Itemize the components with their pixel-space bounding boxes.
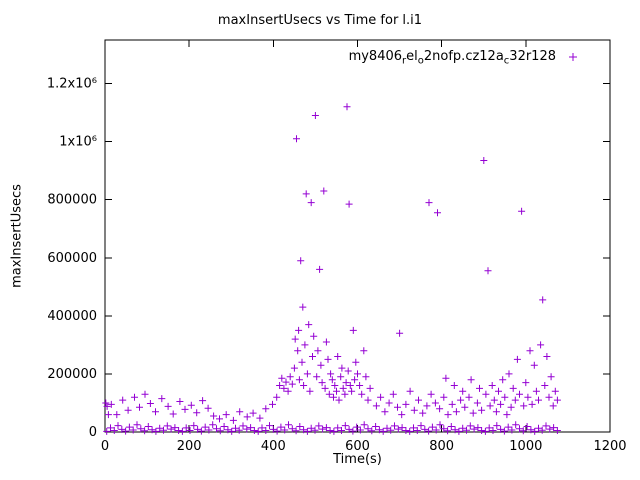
legend-label-subscript: o (417, 55, 424, 67)
y-tick-label: 800000 (47, 193, 97, 208)
x-tick-label: 800 (429, 439, 454, 454)
legend-label: my8406relo2nofp.cz12ac32r128 (348, 49, 556, 67)
x-tick-label: 0 (101, 439, 109, 454)
legend-label-text: 2nofp.cz12a (423, 49, 504, 64)
legend-label-text: 32r128 (509, 49, 556, 64)
scatter-points (102, 103, 561, 435)
y-tick-label: 1x10⁶ (59, 135, 97, 150)
legend-label-subscript: c (503, 55, 510, 67)
legend-entry: my8406relo2nofp.cz12ac32r128 (349, 49, 556, 67)
y-tick-label: 600000 (47, 251, 97, 266)
legend-label-text: my8406 (348, 49, 403, 64)
x-tick-label: 200 (177, 439, 202, 454)
y-axis-label: maxInsertUsecs (9, 184, 25, 288)
y-tick-label: 200000 (47, 367, 97, 382)
legend-marker-icon (569, 53, 577, 61)
x-tick-label: 400 (261, 439, 286, 454)
legend-label-subscript: r (402, 55, 407, 67)
x-axis-label: Time(s) (333, 452, 382, 467)
x-tick-label: 1000 (509, 439, 542, 454)
y-tick-label: 400000 (47, 309, 97, 324)
x-tick-label: 600 (345, 439, 370, 454)
chart-title: maxInsertUsecs vs Time for l.i1 (217, 13, 423, 28)
legend-label-text: el (406, 49, 418, 64)
y-tick-label: 1.2x10⁶ (47, 77, 97, 92)
x-tick-label: 1200 (593, 439, 626, 454)
y-tick-label: 0 (89, 425, 97, 440)
